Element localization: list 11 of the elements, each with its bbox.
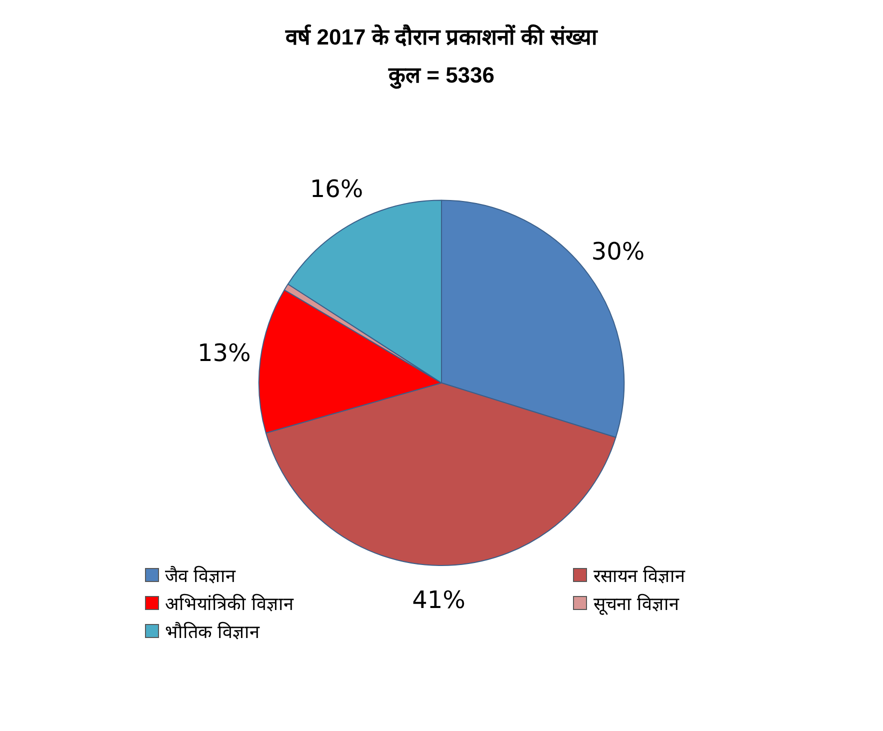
data-label: 41% (412, 586, 466, 614)
chart-title: वर्ष 2017 के दौरान प्रकाशनों की संख्या (284, 23, 598, 50)
legend-label: जैव विज्ञान (165, 564, 236, 587)
data-label: 16% (310, 174, 364, 203)
data-label: 13% (198, 339, 251, 368)
legend-label: रसायन विज्ञान (593, 564, 685, 587)
chart-subtitle: कुल = 5336 (387, 62, 495, 90)
legend-label: सूचना विज्ञान (593, 592, 679, 615)
data-label: 30% (591, 237, 645, 266)
legend-label: भौतिक विज्ञान (165, 620, 260, 643)
legend-label: अभियांत्रिकी विज्ञान (165, 592, 294, 615)
